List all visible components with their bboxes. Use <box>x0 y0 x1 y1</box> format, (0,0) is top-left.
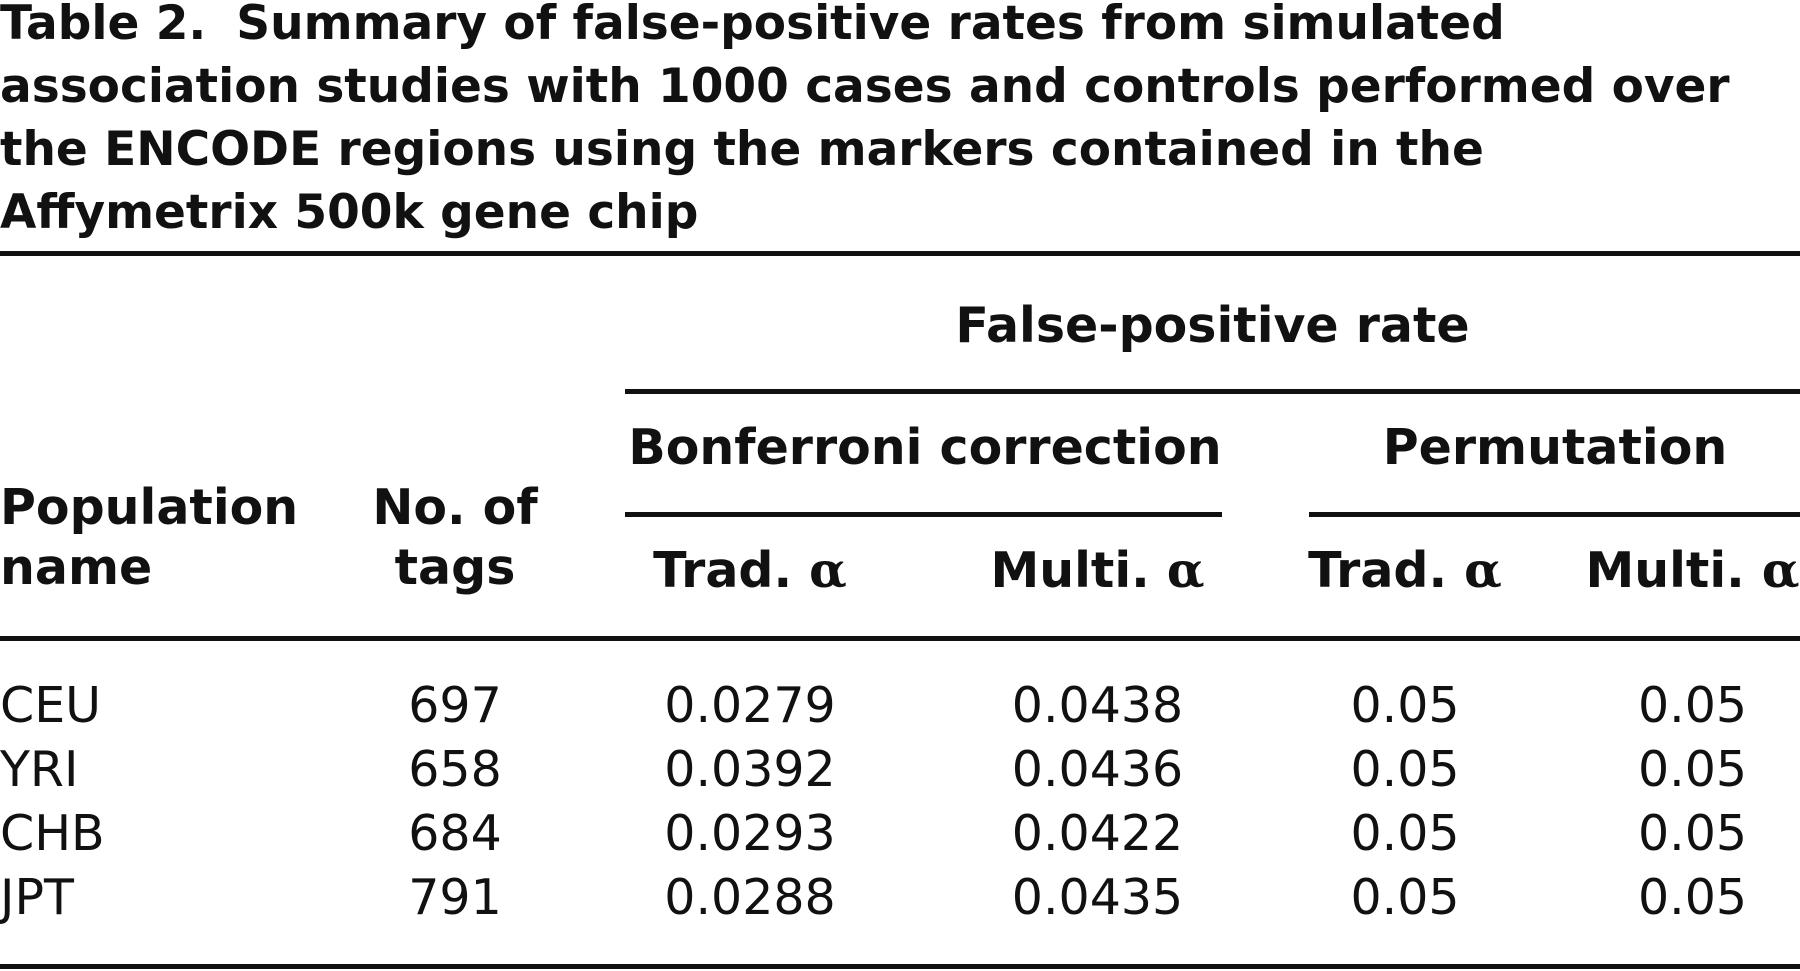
alpha-symbol: α <box>1464 541 1502 599</box>
caption-line-4: Affymetrix 500k gene chip <box>0 185 699 240</box>
bottom-rule <box>0 964 1800 969</box>
header-population-name-text: Population name <box>0 479 299 596</box>
cell-permutation-trad: 0.05 <box>1350 869 1460 926</box>
cell-bonferroni-multi: 0.0438 <box>1011 677 1184 734</box>
header-bonferroni-multi: Multi. α <box>960 540 1235 601</box>
table-title: Summary of false-positive rates from sim… <box>0 0 1730 240</box>
cell-population: YRI <box>0 741 79 798</box>
cell-bonferroni-trad: 0.0288 <box>664 869 836 926</box>
cell-permutation-trad: 0.05 <box>1350 677 1460 734</box>
caption-line-2: association studies with 1000 cases and … <box>0 59 1730 114</box>
cell-permutation-multi: 0.05 <box>1637 677 1748 734</box>
permutation-rule <box>1309 512 1800 517</box>
cell-bonferroni-multi: 0.0436 <box>1011 741 1184 798</box>
cell-bonferroni-trad: 0.0279 <box>664 677 836 734</box>
header-population-name: Population name <box>0 478 310 598</box>
alpha-symbol: α <box>1166 541 1205 599</box>
header-no-of-tags-text: No. of tags <box>372 479 538 596</box>
cell-permutation-trad: 0.05 <box>1350 805 1460 862</box>
cell-bonferroni-trad: 0.0392 <box>664 741 836 798</box>
header-bonferroni-trad: Trad. α <box>620 540 880 601</box>
cell-bonferroni-multi: 0.0435 <box>1011 869 1184 926</box>
cell-tags: 658 <box>408 741 502 798</box>
cell-tags: 697 <box>408 677 502 734</box>
cell-permutation-trad: 0.05 <box>1350 741 1460 798</box>
header-bonferroni-correction: Bonferroni correction <box>628 419 1222 476</box>
header-permutation-trad: Trad. α <box>1300 540 1510 601</box>
cell-population: JPT <box>0 869 74 926</box>
header-permutation-multi: Multi. α <box>1585 540 1800 601</box>
alpha-symbol: α <box>1761 541 1800 599</box>
header-permutation: Permutation <box>1382 419 1728 476</box>
top-rule <box>0 251 1800 256</box>
group-rule <box>625 389 1800 394</box>
header-permutation-trad-text: Trad. α <box>1308 541 1502 599</box>
header-bonferroni-trad-text: Trad. α <box>653 541 847 599</box>
cell-permutation-multi: 0.05 <box>1637 805 1748 862</box>
cell-population: CEU <box>0 677 102 734</box>
cell-permutation-multi: 0.05 <box>1637 741 1748 798</box>
cell-bonferroni-multi: 0.0422 <box>1011 805 1184 862</box>
alpha-symbol: α <box>809 541 847 599</box>
header-false-positive-rate: False-positive rate <box>955 297 1470 354</box>
bonferroni-rule <box>625 512 1222 517</box>
header-permutation-multi-text: Multi. α <box>1585 541 1800 599</box>
table-caption: Table 2. Summary of false-positive rates … <box>0 0 1800 244</box>
table-label: Table 2. <box>0 0 207 51</box>
header-rule <box>0 636 1800 641</box>
caption-line-3: the ENCODE regions using the markers con… <box>0 122 1484 177</box>
cell-permutation-multi: 0.05 <box>1637 869 1748 926</box>
cell-tags: 684 <box>408 805 502 862</box>
caption-line-1: Summary of false-positive rates from sim… <box>236 0 1505 51</box>
header-no-of-tags: No. of tags <box>360 478 550 598</box>
cell-population: CHB <box>0 805 105 862</box>
header-bonferroni-multi-text: Multi. α <box>990 541 1205 599</box>
cell-tags: 791 <box>408 869 502 926</box>
cell-bonferroni-trad: 0.0293 <box>664 805 836 862</box>
